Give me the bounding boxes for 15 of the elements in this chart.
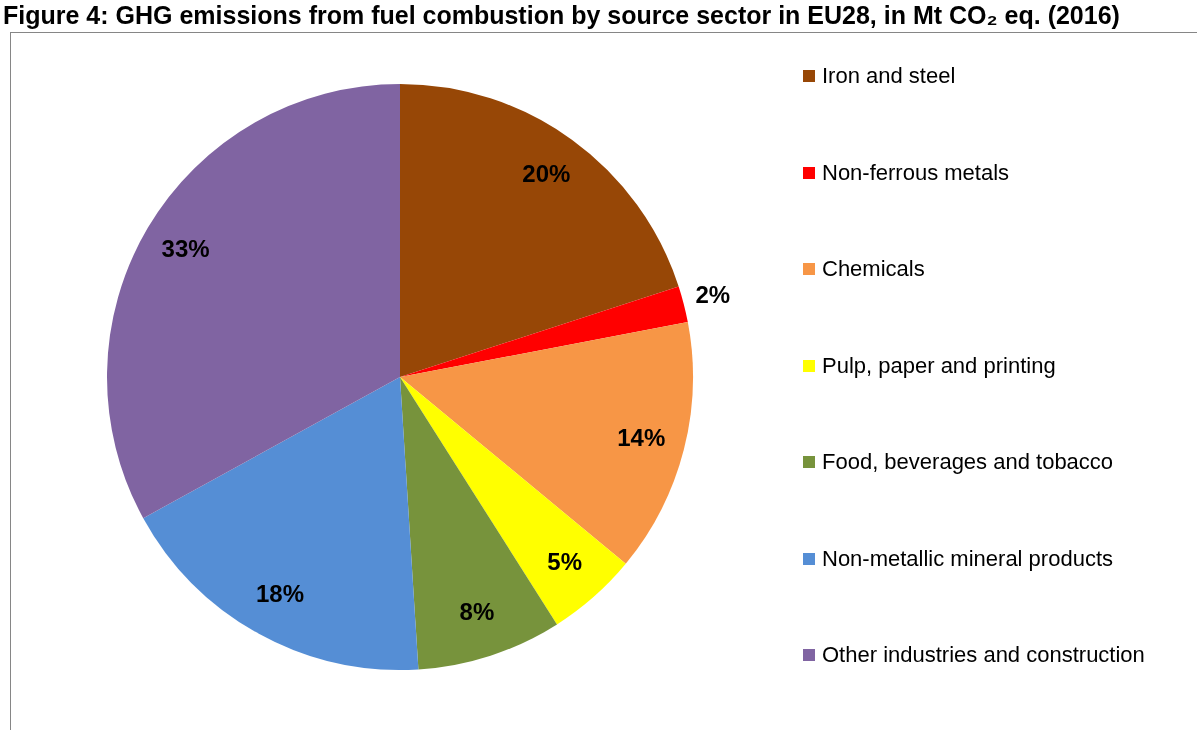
data-label: 14% [617, 423, 666, 451]
legend-label: Non-ferrous metals [822, 158, 1010, 187]
data-label: 2% [695, 281, 731, 309]
legend-label: Non-metallic mineral products [822, 544, 1113, 573]
chart-title: Figure 4: GHG emissions from fuel combustion by source sector in EU28, in Mt CO₂ eq. (2016) [3, 0, 1120, 30]
data-label: 18% [256, 579, 305, 607]
legend-label: Iron and steel [822, 62, 956, 90]
legend-label: Food, beverages and tobacco [822, 448, 1114, 476]
legend-label: Other industries and construction [822, 641, 1145, 669]
data-label: 5% [547, 548, 583, 576]
data-label: 20% [522, 160, 571, 188]
legend-label: Pulp, paper and printing [822, 351, 1056, 380]
data-label: 8% [459, 598, 495, 626]
legend-label: Chemicals [822, 255, 925, 283]
data-label: 33% [161, 234, 210, 262]
